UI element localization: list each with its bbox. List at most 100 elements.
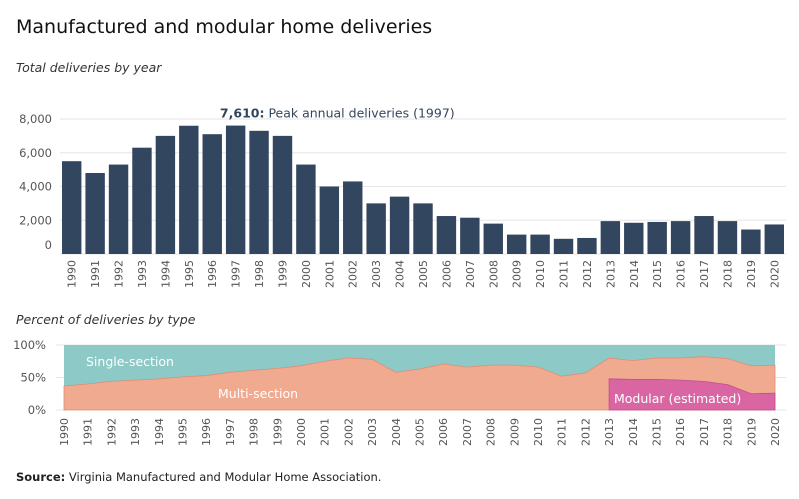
- bar-x-tick-label: 2003: [370, 260, 383, 288]
- area-x-tick-label: 2002: [342, 418, 355, 446]
- bar-x-tick-label: 2006: [440, 260, 453, 288]
- area-x-tick-label: 2001: [319, 418, 332, 446]
- bar: [108, 164, 129, 254]
- bar: [389, 196, 410, 254]
- area-x-tick-label: 2004: [390, 418, 403, 446]
- area-x-tick-label: 2014: [627, 418, 640, 446]
- bar: [225, 125, 246, 254]
- bar-x-tick-label: 1992: [113, 260, 126, 288]
- bar: [436, 216, 457, 254]
- bar-x-tick-label: 1996: [206, 260, 219, 288]
- area-x-tick-label: 2011: [556, 418, 569, 446]
- area-y-tick-label: 50%: [20, 371, 46, 385]
- bar: [202, 134, 222, 254]
- peak-annotation: 7,610: Peak annual deliveries (1997): [220, 106, 455, 121]
- area-modular: [608, 378, 776, 411]
- source-text: Virginia Manufactured and Modular Home A…: [68, 470, 382, 484]
- bar-y-tick-label: 0: [45, 238, 52, 252]
- bar: [179, 125, 199, 254]
- bar-x-tick-label: 2010: [534, 260, 547, 288]
- area-x-tick-label: 2000: [295, 418, 308, 446]
- bar: [366, 203, 386, 254]
- area-x-tick-label: 1998: [248, 418, 261, 446]
- bar: [647, 221, 667, 254]
- bar-x-tick-label: 2008: [487, 260, 500, 288]
- bar-x-tick-label: 2007: [464, 260, 477, 288]
- area-x-tick-label: 2019: [745, 418, 758, 446]
- bar-x-tick-label: 2016: [675, 260, 688, 288]
- bar: [132, 147, 152, 254]
- bar: [764, 224, 784, 254]
- area-x-tick-label: 2005: [414, 418, 427, 446]
- bar: [577, 237, 597, 254]
- area-y-tick-label: 100%: [13, 338, 46, 352]
- area-x-tick-label: 2010: [532, 418, 545, 446]
- area-x-tick-label: 1991: [82, 418, 95, 446]
- area-x-tick-label: 1993: [129, 418, 142, 446]
- bar: [717, 221, 738, 254]
- bar-x-tick-label: 1995: [183, 260, 196, 288]
- area-x-tick-label: 2009: [508, 418, 521, 446]
- bar-x-tick-label: 2013: [604, 260, 617, 288]
- bar-x-tick-label: 1993: [136, 260, 149, 288]
- area-x-tick-label: 2008: [485, 418, 498, 446]
- bar-x-tick-label: 1994: [159, 260, 172, 288]
- area-x-tick-label: 1997: [224, 418, 237, 446]
- bar: [670, 221, 691, 254]
- peak-annotation-text: Peak annual deliveries (1997): [264, 106, 454, 121]
- bar: [155, 135, 176, 254]
- area-x-tick-label: 2016: [674, 418, 687, 446]
- bar: [741, 229, 761, 254]
- area-multi-section: [63, 356, 776, 411]
- area-x-tick-label: 2006: [437, 418, 450, 446]
- area-chart-subtitle: Percent of deliveries by type: [16, 312, 196, 327]
- bar: [249, 130, 269, 254]
- bar-x-tick-label: 1990: [66, 260, 79, 288]
- area-x-tick-label: 2015: [651, 418, 664, 446]
- area-x-tick-label: 2018: [722, 418, 735, 446]
- bar: [62, 161, 82, 254]
- bar-x-tick-label: 2000: [300, 260, 313, 288]
- bar: [343, 181, 363, 254]
- bar-x-tick-label: 2019: [745, 260, 758, 288]
- bar-x-tick-label: 2001: [323, 260, 336, 288]
- bar-x-tick-label: 1991: [89, 260, 102, 288]
- source-note: Source: Virginia Manufactured and Modula…: [16, 470, 381, 484]
- bar-x-tick-label: 2002: [347, 260, 360, 288]
- bar-x-tick-label: 1998: [253, 260, 266, 288]
- bar-chart-subtitle: Total deliveries by year: [16, 60, 162, 75]
- area-x-tick-label: 1996: [200, 418, 213, 446]
- area-y-tick-label: 0%: [28, 403, 46, 417]
- bar: [694, 216, 714, 254]
- area-x-tick-label: 1995: [177, 418, 190, 446]
- bar-x-tick-label: 2017: [698, 260, 711, 288]
- bar: [483, 223, 503, 254]
- bar-x-tick-label: 2015: [651, 260, 664, 288]
- bar-x-tick-label: 2012: [581, 260, 594, 288]
- bar-x-tick-label: 1997: [230, 260, 243, 288]
- bar: [272, 135, 293, 254]
- area-x-tick-label: 1999: [271, 418, 284, 446]
- area-x-tick-label: 2017: [698, 418, 711, 446]
- bar: [624, 222, 644, 254]
- area-x-tick-label: 1994: [153, 418, 166, 446]
- bar: [460, 217, 480, 254]
- bar-x-tick-label: 2011: [558, 260, 571, 288]
- bar-y-tick-label: 4,000: [19, 180, 52, 194]
- bar: [600, 221, 621, 254]
- bar-x-tick-label: 2018: [721, 260, 734, 288]
- series-label-modular: Modular (estimated): [614, 391, 741, 406]
- bar: [85, 173, 105, 254]
- chart-title: Manufactured and modular home deliveries: [16, 16, 433, 38]
- bar-x-tick-label: 2020: [768, 260, 781, 288]
- peak-annotation-value: 7,610:: [220, 106, 265, 121]
- area-x-tick-label: 1992: [105, 418, 118, 446]
- bar-y-tick-label: 6,000: [19, 146, 52, 160]
- bar-x-tick-label: 2005: [417, 260, 430, 288]
- area-x-tick-label: 2012: [579, 418, 592, 446]
- series-label-multi-section: Multi-section: [218, 386, 298, 401]
- bar-x-tick-label: 1999: [276, 260, 289, 288]
- bar-x-tick-label: 2009: [511, 260, 524, 288]
- series-label-single-section: Single-section: [86, 354, 174, 369]
